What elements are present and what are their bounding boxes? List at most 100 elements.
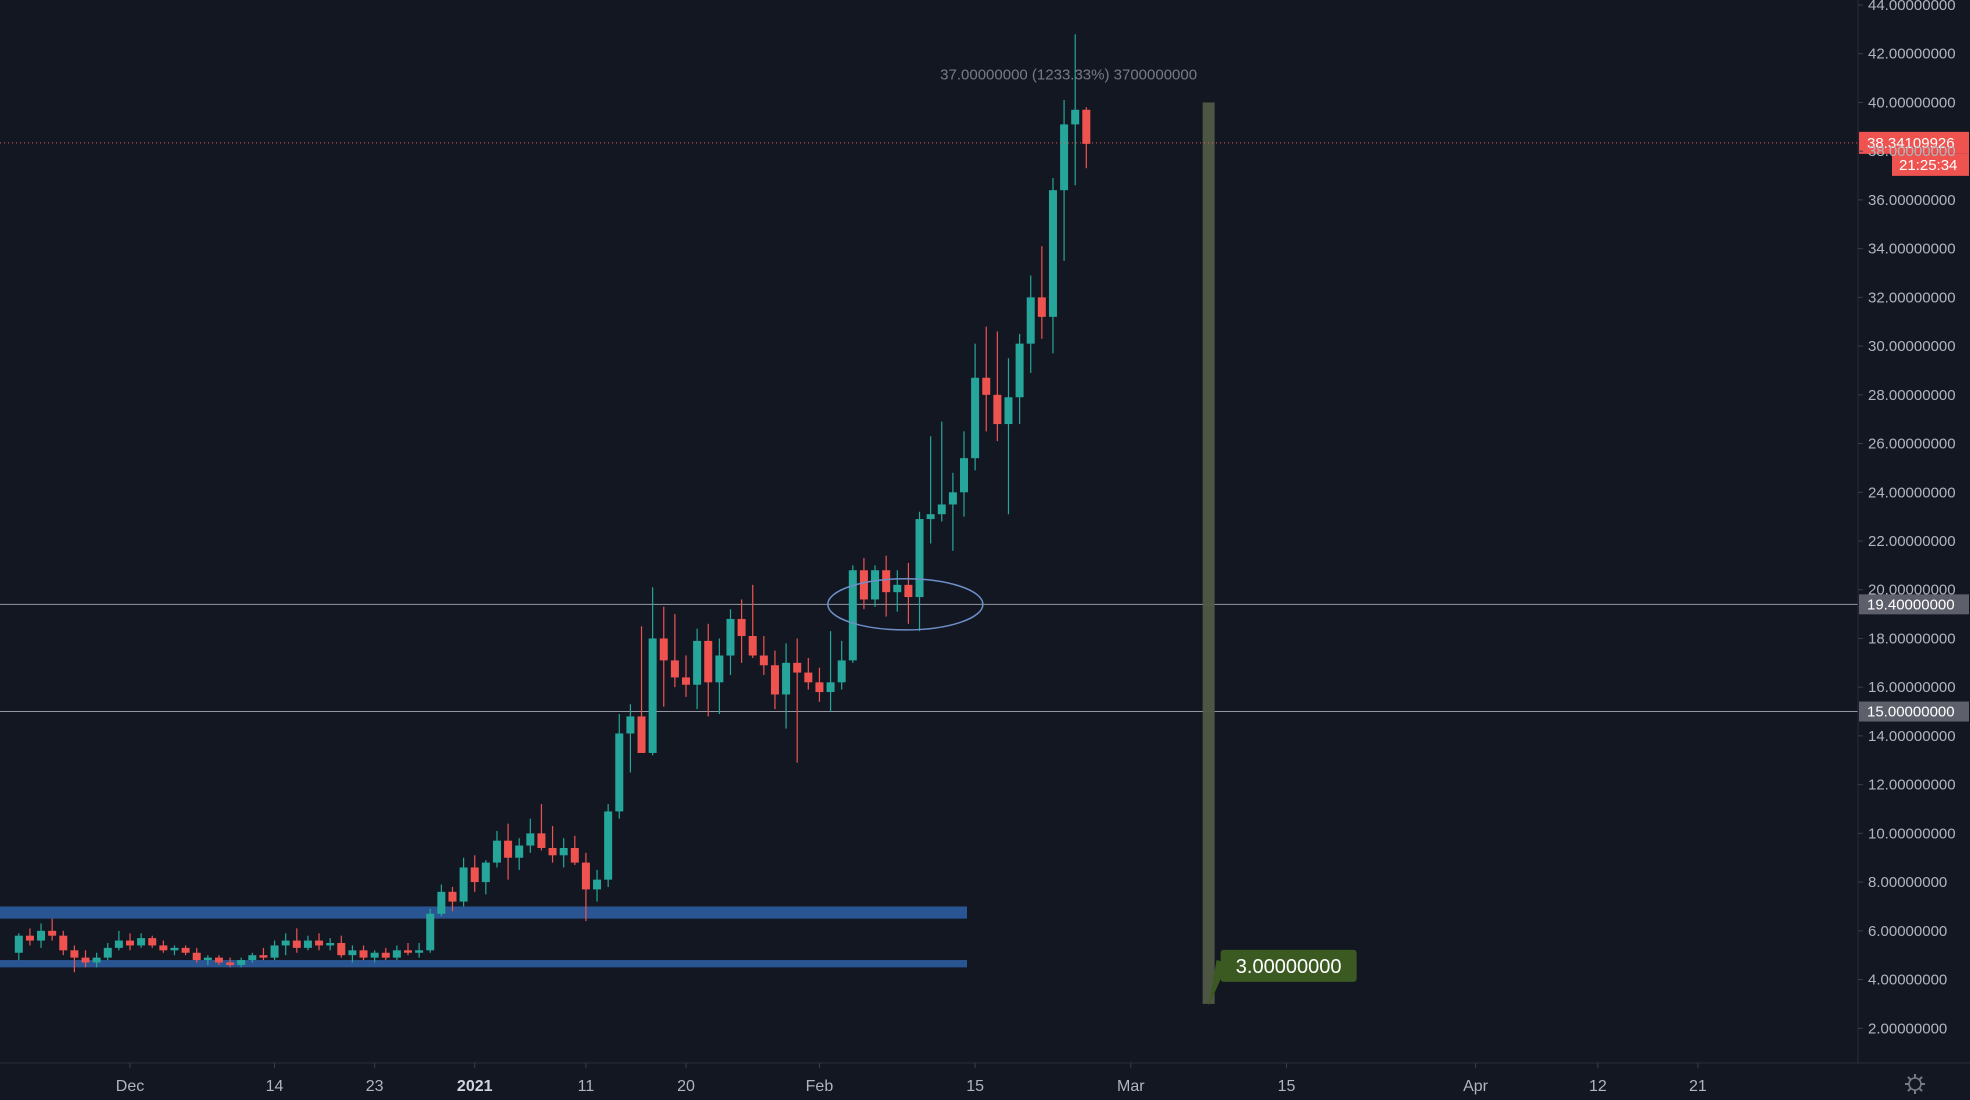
candle	[848, 565, 857, 663]
candle-body	[148, 938, 157, 946]
candle	[303, 935, 312, 951]
candle	[137, 933, 146, 948]
candle-body	[1071, 109, 1080, 125]
candle	[581, 852, 590, 922]
candle-body	[103, 947, 112, 958]
candle	[1015, 333, 1024, 425]
candle	[1026, 275, 1035, 373]
y-tick-label: 14.00000000	[1868, 728, 1956, 745]
candle-body	[804, 672, 813, 683]
candle-body	[637, 716, 646, 753]
candle	[882, 555, 891, 617]
candle	[248, 952, 257, 963]
y-tick-label: 18.00000000	[1868, 630, 1956, 647]
candle	[648, 587, 657, 756]
candle-body	[604, 811, 613, 880]
candle	[604, 804, 613, 887]
candle-body	[126, 940, 134, 946]
candle-body	[559, 847, 568, 856]
y-tick-label: 8.00000000	[1868, 874, 1947, 891]
candle	[148, 935, 157, 948]
candle-body	[837, 660, 846, 683]
gear-tooth	[1907, 1087, 1912, 1092]
candle-body	[815, 682, 824, 693]
candle	[826, 631, 835, 712]
candle	[815, 667, 824, 702]
candle	[993, 331, 1002, 442]
candle-body	[971, 377, 980, 459]
callout-label: 3.00000000	[1236, 956, 1342, 978]
candle	[481, 860, 490, 895]
candle-body	[448, 891, 457, 902]
x-tick-label: 2021	[457, 1078, 493, 1095]
candle	[159, 940, 168, 953]
candle	[359, 945, 368, 961]
candle	[793, 638, 802, 763]
support-zones	[0, 906, 967, 968]
y-tick-label: 24.00000000	[1868, 484, 1956, 501]
candle	[515, 838, 524, 870]
level-19-4-label: 19.40000000	[1867, 596, 1955, 613]
candle	[315, 933, 324, 951]
candle	[559, 838, 568, 868]
candlestick-series	[14, 34, 1091, 973]
candle	[593, 869, 602, 902]
candle-body	[281, 940, 290, 946]
candle	[893, 570, 902, 612]
candle-body	[426, 913, 435, 951]
candle-body	[81, 957, 90, 963]
candle	[670, 614, 679, 688]
candle-body	[48, 930, 57, 936]
candle-body	[581, 862, 590, 890]
candle-body	[1048, 190, 1057, 317]
candle	[14, 933, 23, 961]
candle	[682, 655, 690, 697]
candle-body	[693, 640, 702, 685]
candle	[103, 943, 112, 961]
candle-body	[259, 955, 268, 958]
candle	[59, 930, 68, 956]
candle	[960, 431, 968, 517]
candle	[392, 945, 401, 961]
candle	[859, 558, 868, 610]
candle-body	[615, 733, 624, 812]
candle-body	[782, 662, 791, 695]
x-axis[interactable]: Dec 14 23 2021 11 20 Feb 15 Mar 15 Apr 12 21	[0, 1062, 1970, 1095]
settings-gear-icon[interactable]	[1905, 1074, 1925, 1094]
y-tick-label: 30.00000000	[1868, 338, 1956, 355]
candle	[971, 343, 980, 471]
candle-body	[1082, 109, 1091, 144]
candle	[181, 945, 190, 956]
candle	[715, 638, 724, 714]
y-tick-label: 44.00000000	[1868, 0, 1956, 14]
candle-body	[960, 458, 968, 493]
candle-body	[737, 618, 746, 637]
candle-body	[1004, 397, 1013, 425]
candle-body	[871, 570, 880, 600]
candle-body	[670, 660, 679, 678]
candle	[659, 606, 668, 707]
candle	[804, 657, 813, 690]
candle	[459, 857, 468, 907]
candle-body	[348, 950, 357, 956]
y-tick-label: 22.00000000	[1868, 533, 1956, 550]
x-tick-label: Apr	[1463, 1078, 1489, 1095]
candle	[937, 421, 946, 522]
candle-body	[893, 584, 902, 593]
measure-bar	[1202, 102, 1215, 1004]
candle	[170, 945, 179, 956]
horizontal-levels: 19.40000000 15.00000000	[0, 594, 1969, 722]
last-price-line: 38.34109926 21:25:34	[0, 131, 1969, 176]
annotations	[827, 578, 984, 631]
candle	[904, 562, 913, 624]
candle	[1071, 34, 1080, 186]
candle	[470, 855, 479, 892]
candle-body	[315, 940, 324, 946]
candle	[759, 636, 768, 675]
candle	[437, 884, 446, 917]
y-axis[interactable]: 2.00000000 4.00000000 6.00000000 8.00000000…	[1857, 0, 1956, 1063]
candle-body	[548, 847, 557, 856]
candle	[226, 957, 235, 968]
